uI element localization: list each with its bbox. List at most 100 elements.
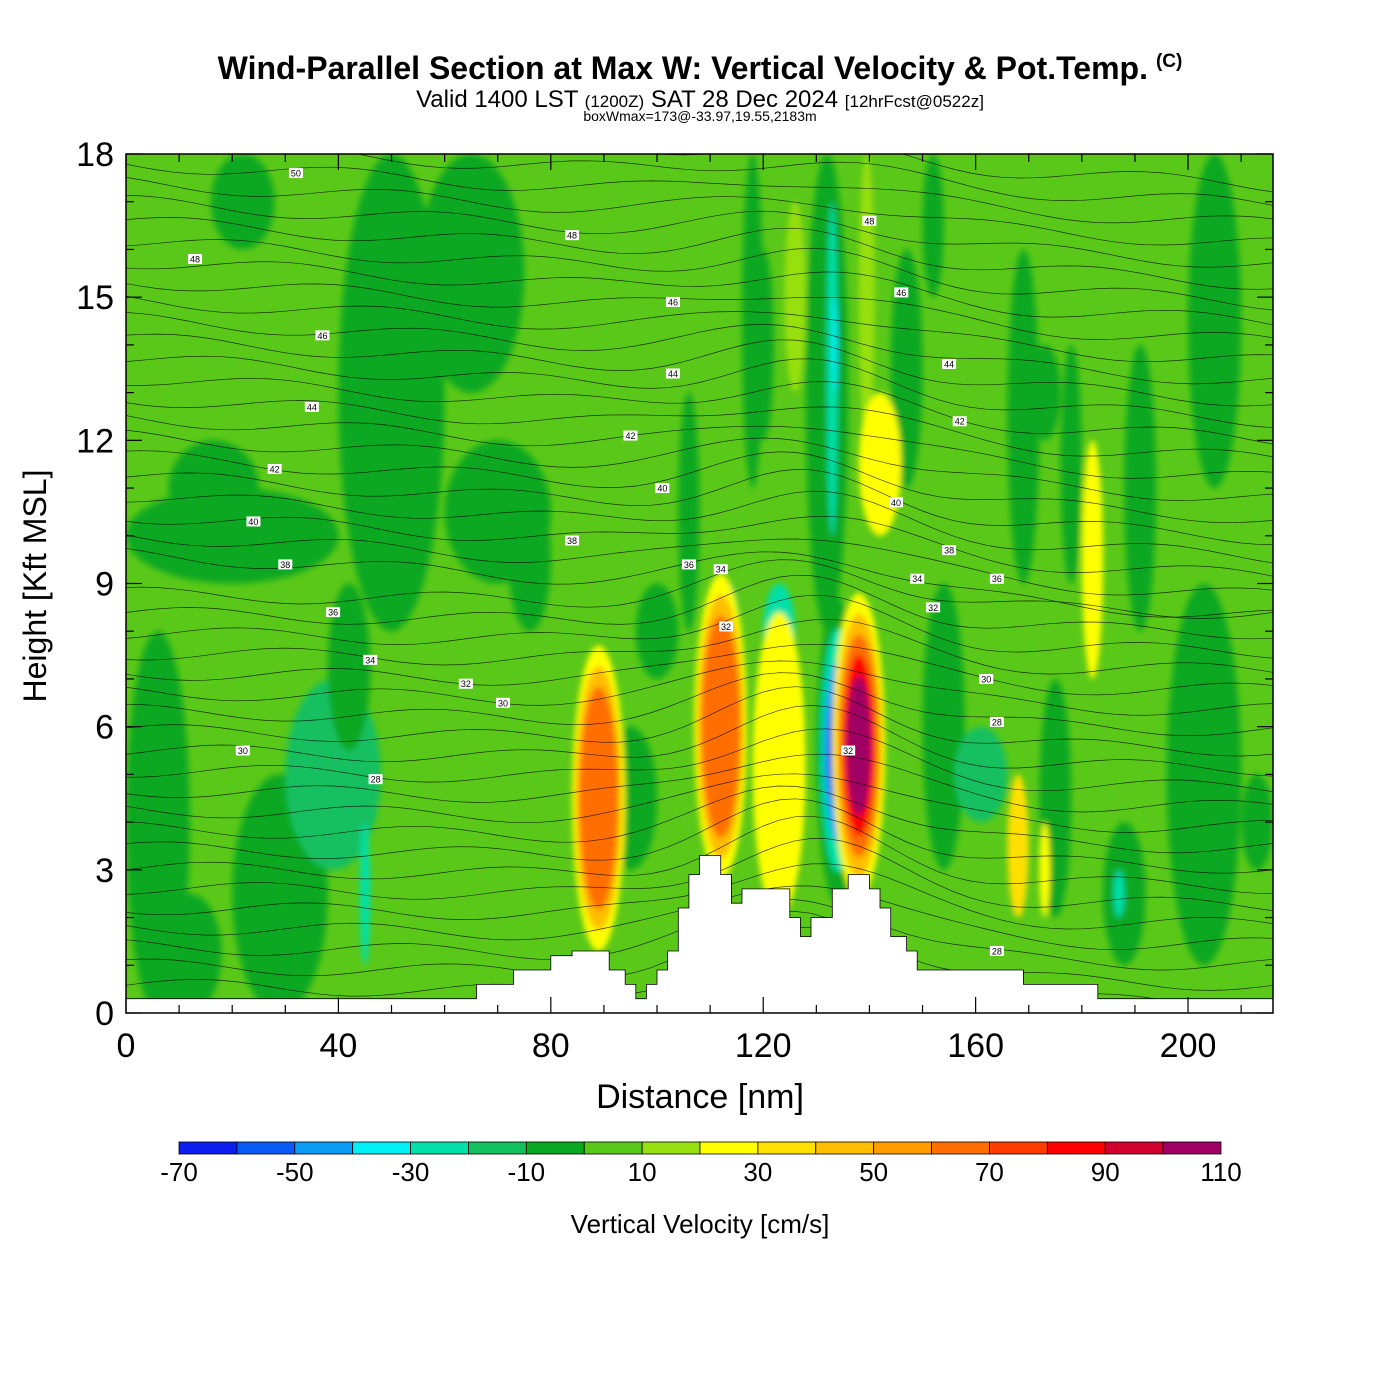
colorbar-swatch: [410, 1141, 469, 1155]
isentrope-label-bg: [235, 745, 250, 756]
isentrope-label-bg: [989, 945, 1004, 956]
isentrope-label: 38: [565, 535, 580, 546]
colorbar-swatch: [931, 1141, 990, 1155]
colorbar-tick-label: 70: [975, 1157, 1004, 1187]
isentrope-label-bg: [304, 401, 319, 412]
isentrope-label-bg: [368, 774, 383, 785]
isentrope-label-text: 48: [567, 231, 577, 241]
velocity-patch: [1007, 774, 1029, 918]
isentrope-label: 30: [235, 745, 250, 756]
isentrope-label-bg: [942, 545, 957, 556]
isentrope-label: 44: [304, 401, 319, 412]
isentrope-label-bg: [862, 215, 877, 226]
y-tick-label: 3: [95, 852, 114, 890]
chart-title: Wind-Parallel Section at Max W: Vertical…: [0, 50, 1400, 87]
isentrope-label-bg: [326, 607, 341, 618]
copyright-mark: (C): [1155, 51, 1183, 72]
isentrope-label: 38: [278, 559, 293, 570]
isentrope-label-bg: [942, 358, 957, 369]
isentrope-line: [126, 415, 1273, 479]
isentrope-label-text: 36: [992, 574, 1002, 584]
velocity-patch: [858, 154, 875, 441]
isentrope-label: 30: [979, 673, 994, 684]
isentrope-line: [126, 378, 1273, 445]
y-tick-label: 0: [95, 995, 114, 1033]
x-tick-label: 120: [735, 1027, 792, 1065]
isentrope-label-bg: [888, 497, 903, 508]
isentrope-label-bg: [188, 253, 203, 264]
isentrope-label-bg: [989, 716, 1004, 727]
isentrope-line: [126, 217, 1273, 290]
isentrope-label-bg: [655, 483, 670, 494]
isentrope-label: 46: [894, 287, 909, 298]
isentrope-label: 36: [681, 559, 696, 570]
colorbar-swatch: [1046, 1141, 1106, 1155]
isentrope-line: [126, 773, 1273, 833]
isentrope-label-text: 44: [944, 359, 954, 369]
colorbar-tick-label: -10: [508, 1157, 546, 1187]
isentrope-line: [126, 686, 1273, 757]
velocity-patch: [1113, 869, 1125, 918]
isentrope-label-bg: [926, 602, 941, 613]
isentrope-label: 42: [623, 430, 638, 441]
velocity-patch: [327, 583, 371, 751]
velocity-patch: [922, 154, 944, 298]
isentrope-label-bg: [989, 573, 1004, 584]
isentrope-line: [126, 574, 1273, 640]
velocity-patch: [1166, 583, 1242, 966]
isentrope-label-text: 28: [992, 946, 1002, 956]
isentrope-label-bg: [565, 230, 580, 241]
velocity-patch: [858, 392, 902, 536]
velocity-patch: [678, 392, 700, 632]
velocity-patch: [157, 893, 222, 1013]
colorbar-swatch: [757, 1141, 817, 1155]
box-info: boxWmax=173@-33.97,19.55,2183m: [583, 108, 817, 124]
isentrope-label: 40: [246, 516, 261, 527]
isentrope-label-text: 32: [843, 746, 853, 756]
isentrope-line: [126, 239, 1273, 311]
terrain-profile: [126, 855, 1273, 1013]
colorbar-swatch: [178, 1141, 238, 1155]
isentrope-label: 48: [565, 230, 580, 241]
isentrope-label-text: 46: [317, 331, 327, 341]
velocity-patch: [1007, 249, 1040, 584]
isentrope-label-text: 40: [657, 484, 667, 494]
isentrope-label-text: 46: [896, 288, 906, 298]
isentrope-label-bg: [623, 430, 638, 441]
isentrope-label-text: 38: [944, 546, 954, 556]
isentrope-line: [126, 194, 1273, 268]
colorbar-swatch: [236, 1141, 296, 1155]
isentrope-label-text: 42: [955, 417, 965, 427]
colorbar-swatch: [873, 1141, 932, 1155]
isentrope-line: [126, 534, 1273, 596]
velocity-patch: [922, 583, 966, 870]
isentrope-label-text: 42: [270, 464, 280, 474]
colorbar-swatch: [641, 1141, 701, 1155]
isentrope-label: 42: [267, 463, 282, 474]
isentrope-line: [126, 163, 1273, 224]
velocity-patch: [338, 154, 445, 632]
colorbar-swatch: [699, 1141, 759, 1155]
colorbar-tick-label: -30: [392, 1157, 430, 1187]
velocity-patch: [1081, 440, 1104, 679]
isentrope-label-bg: [267, 463, 282, 474]
colorbar-tick-label: -70: [160, 1157, 198, 1187]
y-tick-label: 15: [76, 279, 114, 317]
isentrope-line: [126, 548, 1273, 618]
forecast-info: [12hrFcst@0522z]: [844, 92, 984, 111]
x-axis-label: Distance [nm]: [596, 1078, 804, 1116]
velocity-patch: [805, 154, 849, 632]
isentrope-label: 32: [458, 678, 473, 689]
isentrope-line: [126, 490, 1273, 564]
isentrope-label-bg: [681, 559, 696, 570]
isentrope-label-bg: [246, 516, 261, 527]
velocity-patch: [508, 488, 551, 632]
velocity-patch: [832, 297, 838, 393]
isentrope-line: [126, 559, 1273, 619]
isentrope-label-text: 46: [668, 297, 678, 307]
isentrope-line: [126, 283, 1273, 340]
isentrope-label-text: 36: [328, 608, 338, 618]
y-tick-label: 9: [95, 566, 114, 604]
isentrope-line: [126, 785, 1273, 854]
colorbar-tick-label: 30: [743, 1157, 772, 1187]
